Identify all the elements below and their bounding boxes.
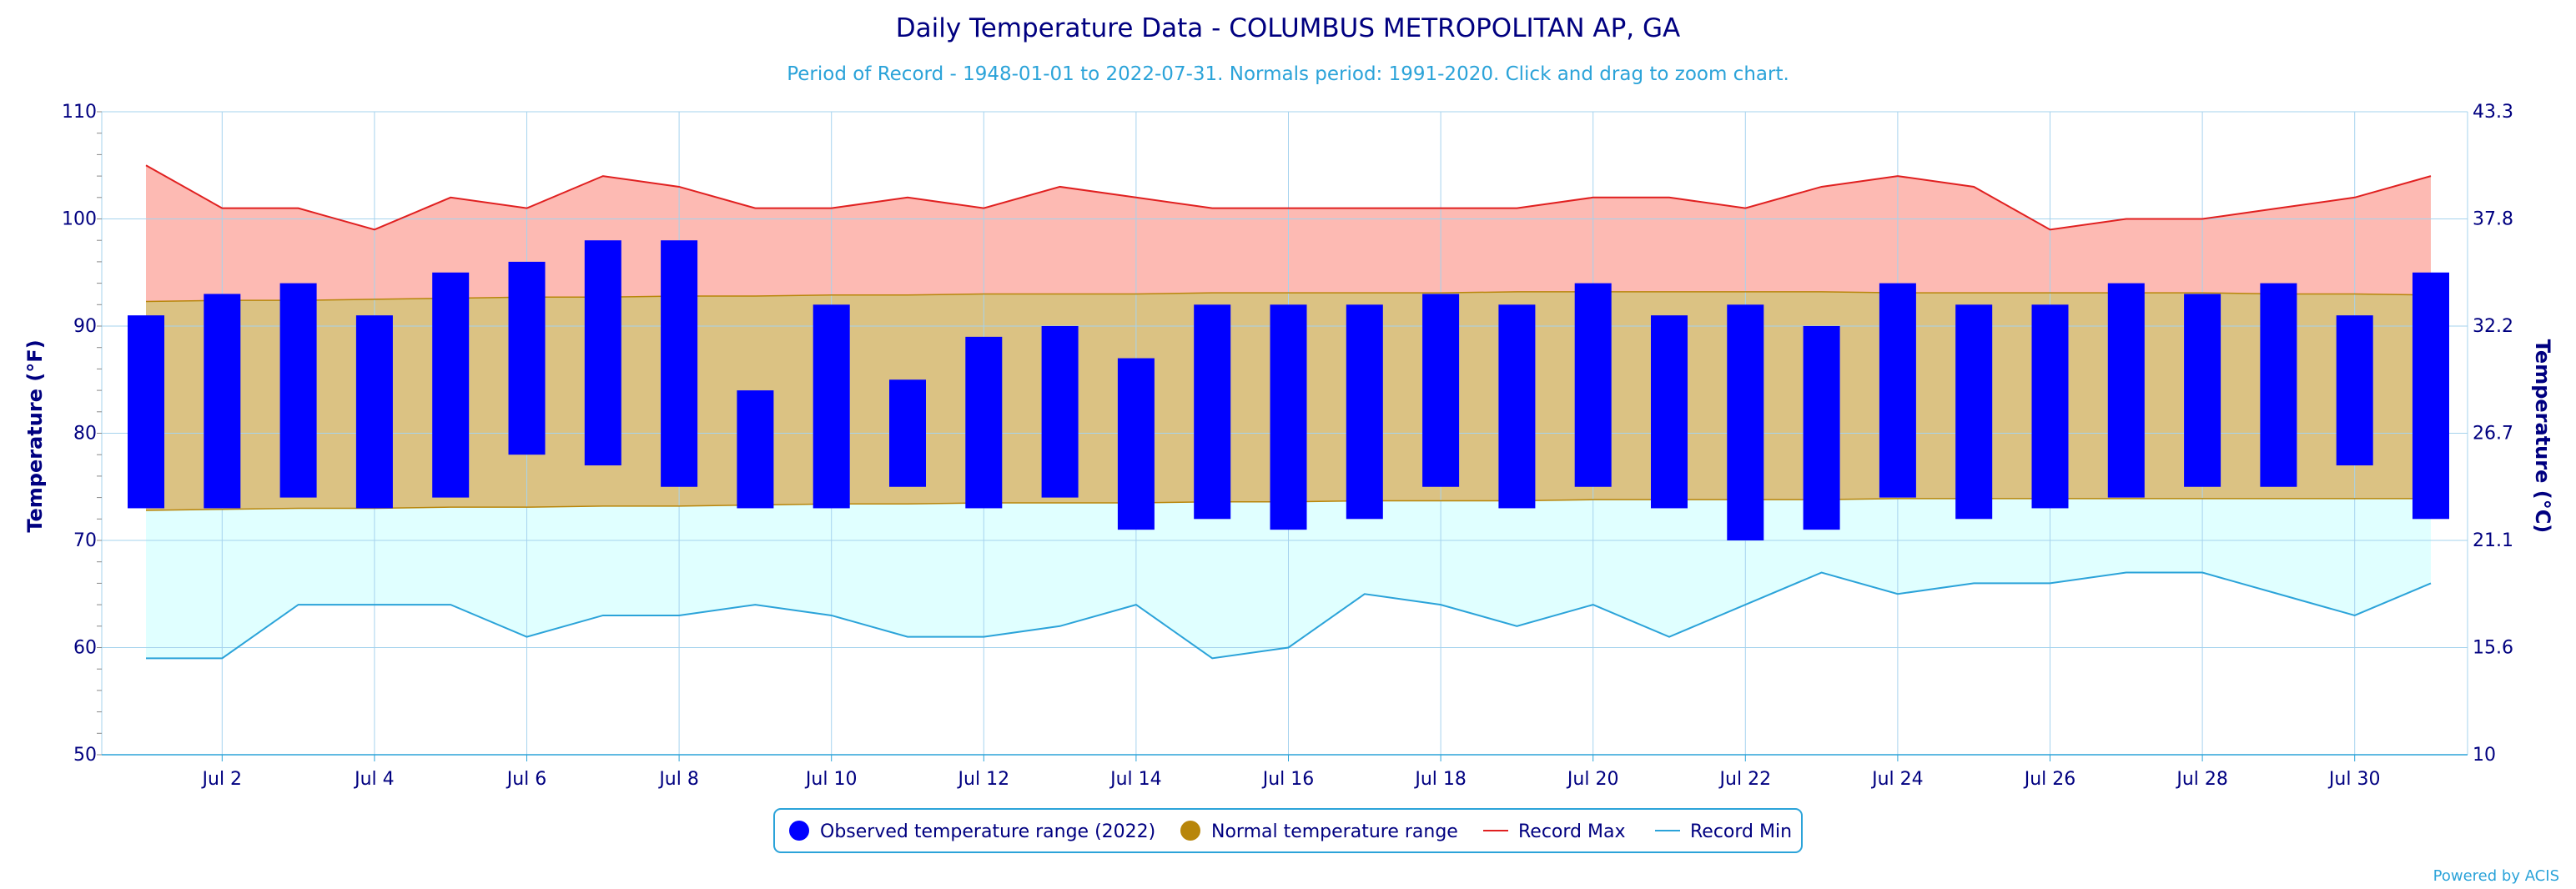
y-tick-label-right: 26.7 [2473,424,2513,444]
observed-bar[interactable] [889,379,926,487]
x-tick-label: Jul 20 [1566,769,1619,790]
observed-bar[interactable] [1041,326,1079,498]
observed-bar[interactable] [2260,283,2297,487]
legend: Observed temperature range (2022) Normal… [773,808,1803,853]
x-tick-label: Jul 22 [1718,769,1772,790]
y-axis-title-left: Temperature (°F) [23,339,47,532]
y-tick-label-left: 90 [73,316,97,337]
y-tick-label-left: 100 [62,209,97,230]
x-tick-label: Jul 18 [1413,769,1467,790]
y-axis-title-right: Temperature (°C) [2531,339,2554,534]
observed-bar[interactable] [1270,304,1307,530]
observed-bar[interactable] [1422,294,1460,487]
y-tick-label-right: 15.6 [2473,638,2513,659]
legend-box [773,808,1803,853]
observed-bar[interactable] [1803,326,1840,530]
record-max-line [145,164,2432,231]
x-tick-label: Jul 28 [2175,769,2228,790]
observed-bar[interactable] [1574,283,1612,487]
observed-bar[interactable] [432,272,470,498]
observed-bar[interactable] [1955,304,1993,520]
legend-observed-marker [789,821,809,841]
x-tick-label: Jul 2 [201,769,243,790]
observed-bar[interactable] [737,390,774,509]
x-tick-label: Jul 10 [804,769,858,790]
x-tick-label: Jul 24 [1870,769,1924,790]
x-tick-label: Jul 26 [2023,769,2076,790]
y-tick-label-left: 80 [73,424,97,444]
chart-title: Daily Temperature Data - COLUMBUS METROP… [896,13,1680,43]
observed-bar[interactable] [1194,304,1231,520]
y-tick-label-left: 70 [73,530,97,551]
legend-item-record-max[interactable]: Record Max [1483,821,1626,842]
observed-bar[interactable] [813,304,850,509]
y-tick-label-right: 32.2 [2473,316,2513,337]
legend-observed-label: Observed temperature range (2022) [820,821,1155,842]
observed-bars[interactable] [128,240,2449,540]
axes: 50 10 60 15.6 70 21.1 80 26.7 90 32.2 100 37.8 110 43… [62,102,2513,790]
observed-bar[interactable] [2031,304,2069,509]
legend-record-min-label: Record Min [1690,821,1792,842]
observed-bar[interactable] [1498,304,1536,509]
x-tick-label: Jul 6 [506,769,547,790]
y-tick-label-right: 43.3 [2473,102,2513,123]
legend-normal-marker [1180,821,1200,841]
observed-bar[interactable] [355,315,393,509]
legend-item-observed[interactable]: Observed temperature range (2022) [789,821,1155,842]
observed-bar[interactable] [508,261,546,455]
observed-bar[interactable] [1346,304,1383,520]
chart-subtitle: Period of Record - 1948-01-01 to 2022-07… [787,63,1789,85]
observed-bar[interactable] [1651,315,1688,509]
observed-bar[interactable] [2107,283,2145,498]
x-tick-label: Jul 12 [957,769,1010,790]
observed-bar[interactable] [1879,283,1916,498]
observed-bar[interactable] [965,336,1003,509]
x-tick-label: Jul 30 [2327,769,2381,790]
x-tick-label: Jul 8 [657,769,699,790]
y-tick-label-left: 110 [62,102,97,123]
y-tick-label-right: 37.8 [2473,209,2513,230]
observed-bar[interactable] [2184,294,2221,487]
observed-bar[interactable] [661,240,698,487]
y-tick-label-left: 50 [73,745,97,766]
observed-bar[interactable] [204,294,241,509]
x-tick-label: Jul 4 [353,769,395,790]
x-tick-label: Jul 16 [1261,769,1315,790]
legend-item-normal[interactable]: Normal temperature range [1180,821,1458,842]
x-tick-label: Jul 14 [1109,769,1162,790]
observed-bar[interactable] [128,315,164,509]
y-tick-label-right: 21.1 [2473,530,2513,551]
y-tick-label-right: 10 [2473,745,2496,766]
y-tick-label-left: 60 [73,638,97,659]
legend-normal-label: Normal temperature range [1211,821,1458,842]
observed-bar[interactable] [2412,272,2449,520]
legend-item-record-min[interactable]: Record Min [1655,821,1792,842]
observed-bar[interactable] [584,240,621,466]
observed-bar[interactable] [1117,358,1155,530]
credit-link[interactable]: Powered by ACIS [2433,867,2559,885]
observed-bar[interactable] [1727,304,1764,540]
record-min-line [146,571,2432,660]
observed-bar[interactable] [279,283,317,498]
observed-bar[interactable] [2336,315,2373,466]
legend-record-max-label: Record Max [1518,821,1626,842]
